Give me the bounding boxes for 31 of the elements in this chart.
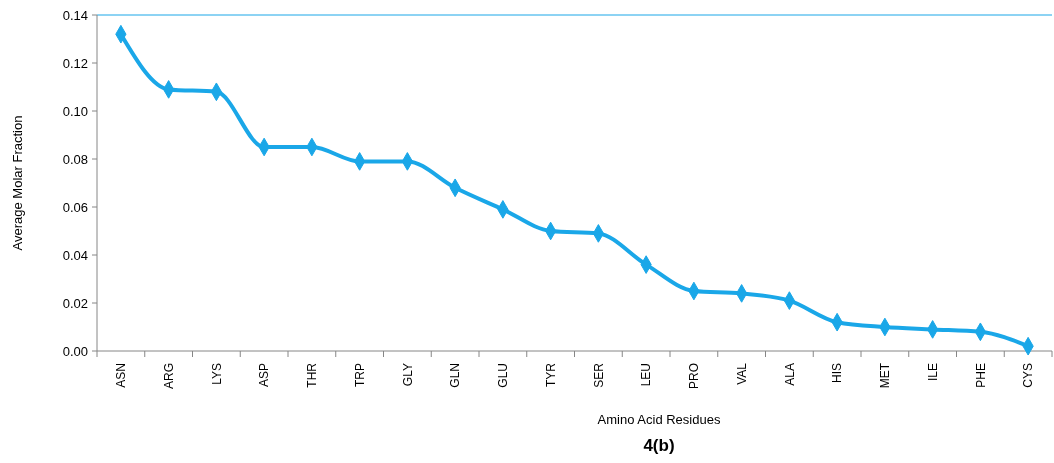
x-tick-label: SER	[591, 362, 606, 388]
x-tick-label: CYS	[1021, 363, 1036, 388]
x-tick-label: GLY	[400, 363, 415, 387]
y-tick-label: 0.08	[62, 151, 88, 167]
x-tick-label: ALA	[782, 363, 797, 386]
x-tick-label: TRP	[352, 363, 367, 387]
x-tick-label: PHE	[973, 363, 988, 388]
x-tick-label: ASP	[257, 363, 272, 388]
x-tick-label: PRO	[687, 363, 702, 390]
y-tick-label: 0.10	[62, 103, 88, 119]
x-tick-label: LEU	[639, 363, 654, 387]
x-axis-title: Amino Acid Residues	[597, 412, 721, 427]
y-tick-label: 0.04	[62, 247, 88, 263]
x-tick-label: ARG	[161, 363, 176, 390]
y-tick-label: 0.12	[62, 55, 88, 71]
x-tick-label: MET	[878, 362, 893, 389]
x-tick-label: HIS	[830, 363, 845, 384]
y-tick-label: 0.02	[62, 295, 88, 311]
x-tick-label: TYR	[543, 362, 558, 387]
x-tick-label: ILE	[925, 363, 940, 382]
x-tick-label: ASN	[114, 363, 129, 388]
x-tick-label: GLN	[448, 363, 463, 388]
y-tick-label: 0.06	[62, 199, 88, 215]
x-tick-label: GLU	[496, 363, 511, 388]
text: 4(b)	[643, 436, 675, 455]
y-tick-label: 0.00	[62, 343, 88, 359]
y-tick-label: 0.14	[62, 7, 88, 23]
x-tick-label: THR	[305, 362, 320, 388]
x-tick-label: LYS	[209, 363, 224, 385]
x-tick-label: VAL	[734, 362, 749, 385]
y-axis-title: Average Molar Fraction	[10, 115, 25, 251]
